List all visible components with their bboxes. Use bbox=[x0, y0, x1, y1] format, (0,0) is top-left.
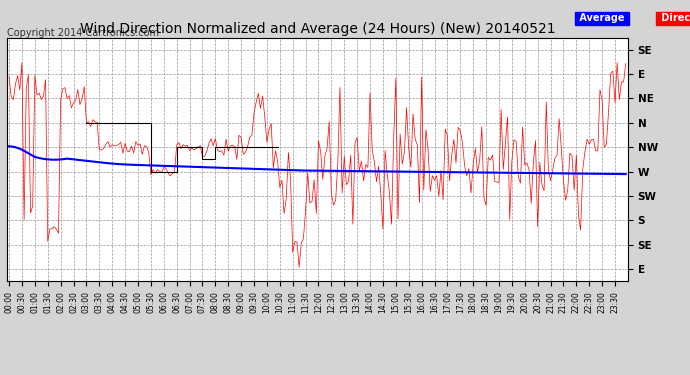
Text: Copyright 2014 Cartronics.com: Copyright 2014 Cartronics.com bbox=[7, 28, 159, 38]
Text: Direction: Direction bbox=[658, 13, 690, 23]
Title: Wind Direction Normalized and Average (24 Hours) (New) 20140521: Wind Direction Normalized and Average (2… bbox=[79, 22, 555, 36]
Text: Average: Average bbox=[576, 13, 628, 23]
